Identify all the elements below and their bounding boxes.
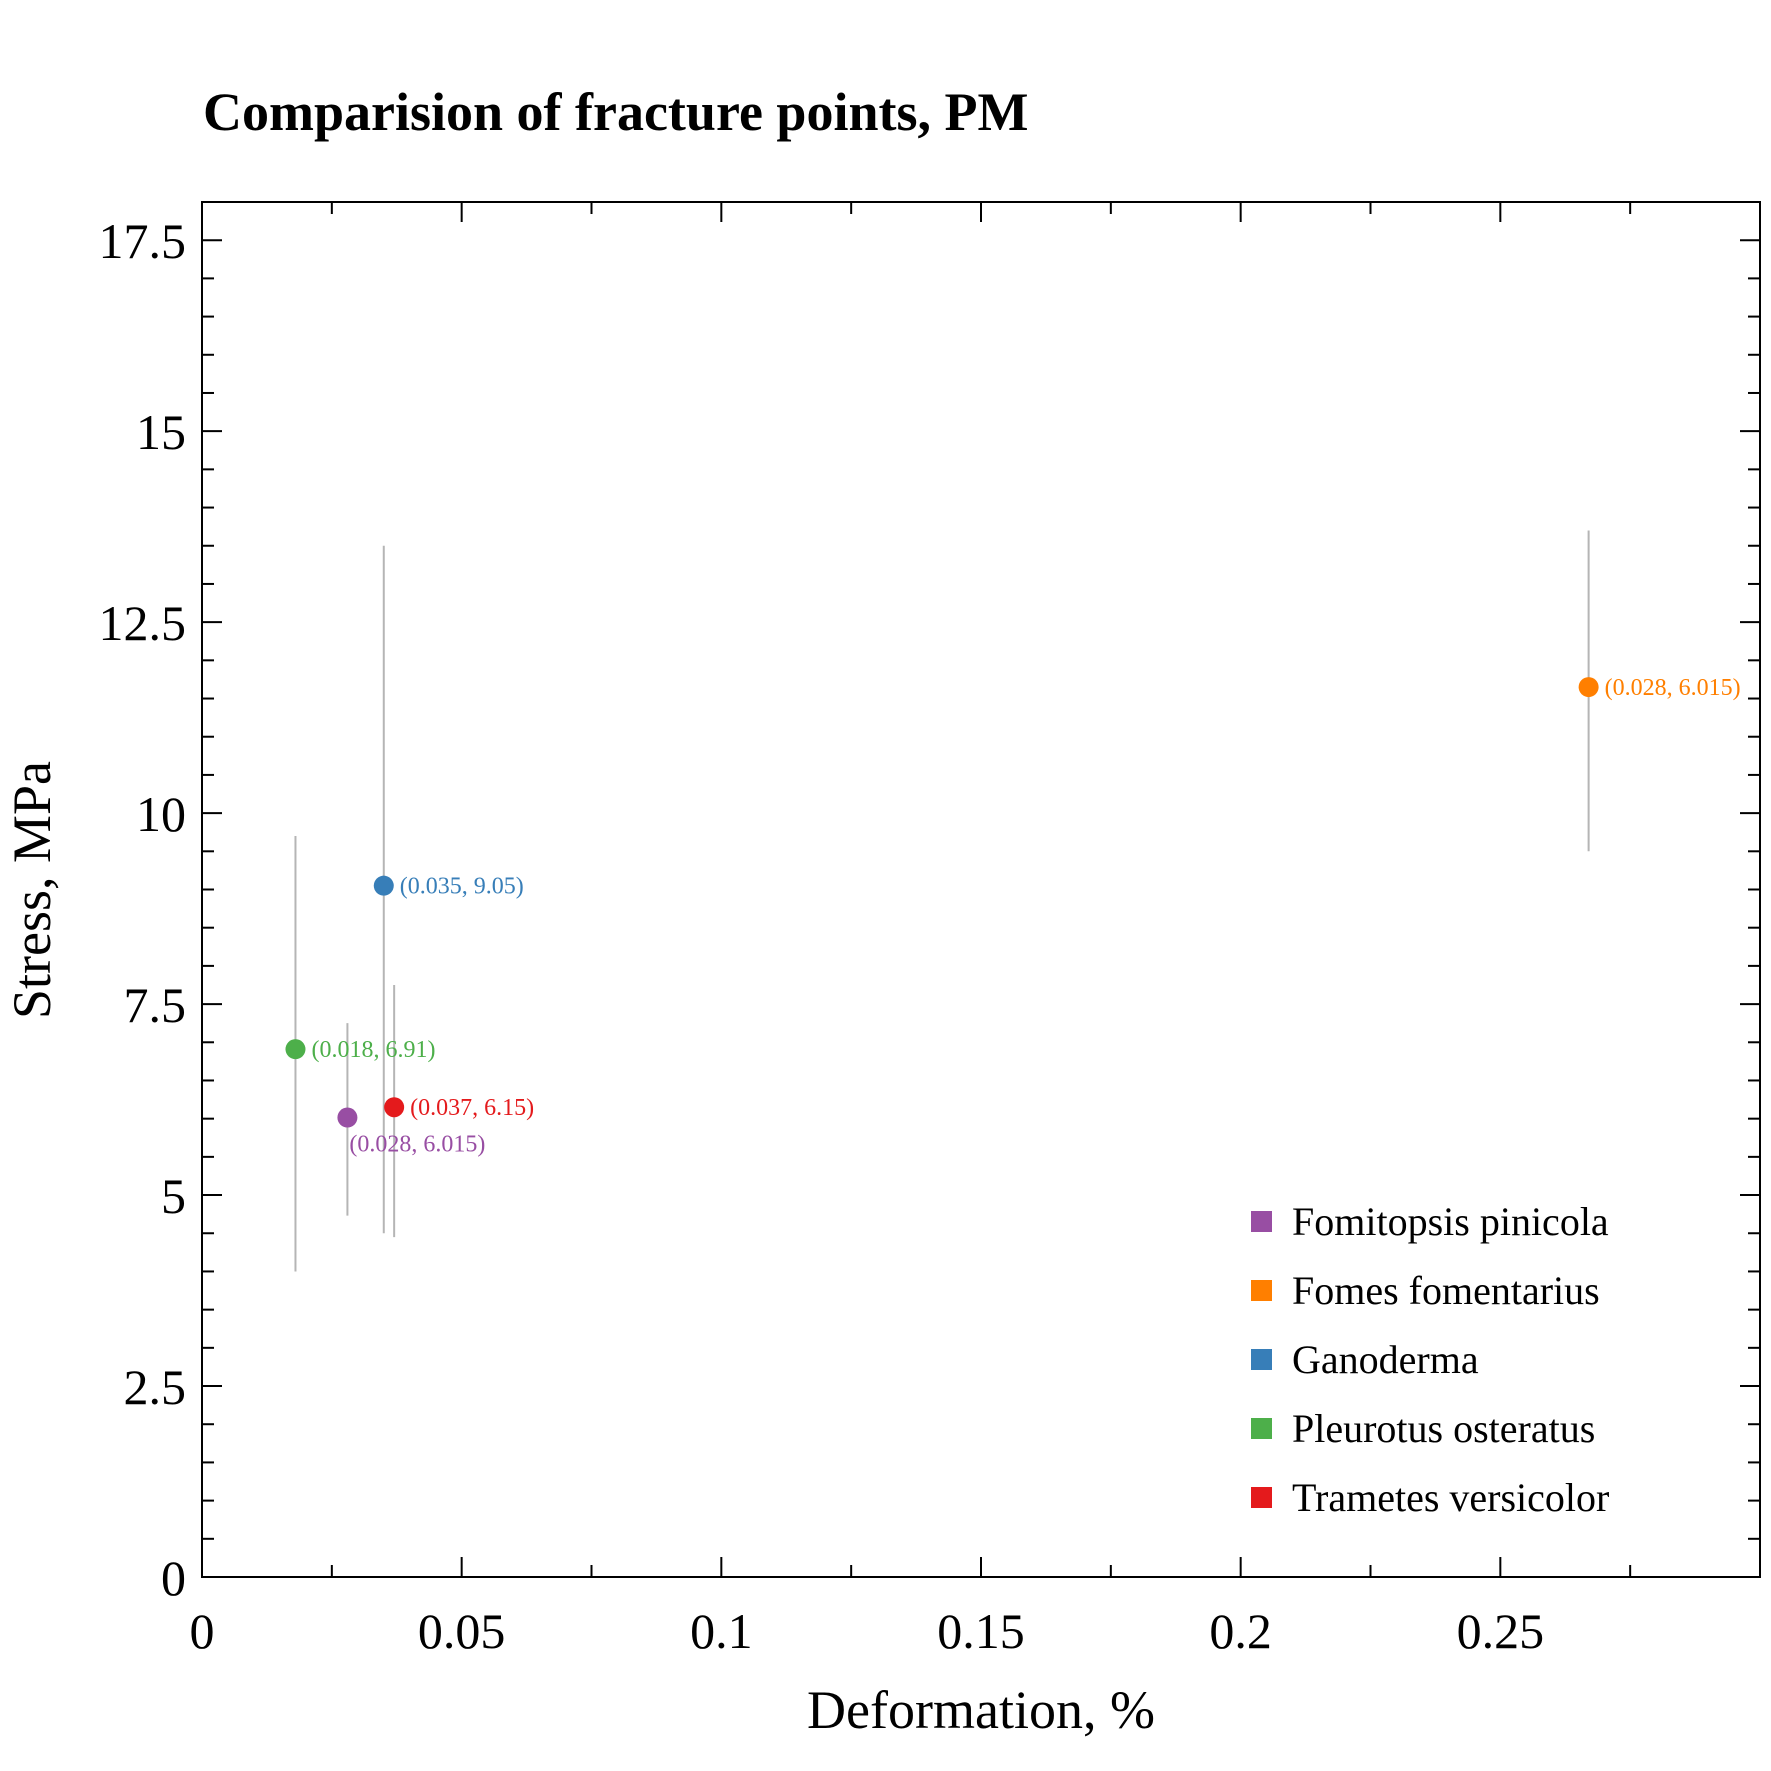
- y-axis: 0 2.5 5 7.5 10 12.5 15 17.5: [99, 201, 1760, 1606]
- legend-swatch: [1251, 1349, 1272, 1370]
- x-tick-label: 0.25: [1457, 1603, 1545, 1659]
- x-tick-label: 0.05: [418, 1603, 506, 1659]
- legend-swatch: [1251, 1280, 1272, 1301]
- x-tick-label: 0.1: [690, 1603, 753, 1659]
- legend-swatch: [1251, 1418, 1272, 1439]
- error-bars: [294, 530, 1590, 1272]
- legend: Fomitopsis pinicola Fomes fomentarius Gano…: [1251, 1199, 1609, 1520]
- data-label: (0.037, 6.15): [410, 1095, 534, 1121]
- y-tick-label: 7.5: [124, 977, 187, 1033]
- y-tick-label: 17.5: [99, 213, 187, 269]
- y-tick-label: 2.5: [124, 1359, 187, 1415]
- data-point: [337, 1107, 358, 1128]
- data-points: [285, 677, 1599, 1128]
- y-axis-label: Stress, MPa: [2, 761, 62, 1019]
- chart-title: Comparision of fracture points, PM: [203, 82, 1028, 142]
- y-tick-label: 5: [161, 1168, 186, 1224]
- y-tick-label: 12.5: [99, 595, 187, 651]
- legend-entry: Trametes versicolor: [1292, 1475, 1609, 1520]
- y-tick-label: 10: [136, 786, 186, 842]
- data-point: [285, 1039, 306, 1060]
- y-tick-label: 0: [161, 1550, 186, 1606]
- legend-entry: Fomes fomentarius: [1292, 1268, 1600, 1313]
- x-tick-label: 0.15: [937, 1603, 1025, 1659]
- x-tick-label: 0.2: [1209, 1603, 1272, 1659]
- x-tick-label: 0: [190, 1603, 215, 1659]
- data-label: (0.028, 6.015): [1605, 675, 1741, 701]
- legend-swatch: [1251, 1211, 1272, 1232]
- data-label: (0.028, 6.015): [349, 1132, 485, 1158]
- y-tick-label: 15: [136, 404, 186, 460]
- legend-entry: Ganoderma: [1292, 1337, 1479, 1382]
- point-labels: (0.028, 6.015) (0.028, 6.015) (0.035, 9.05…: [311, 675, 1740, 1157]
- data-point: [1578, 677, 1599, 698]
- data-label: (0.018, 6.91): [311, 1037, 435, 1063]
- legend-entry: Fomitopsis pinicola: [1292, 1199, 1609, 1244]
- data-point: [373, 875, 394, 896]
- legend-entry: Pleurotus osteratus: [1292, 1406, 1595, 1451]
- data-label: (0.035, 9.05): [400, 874, 524, 900]
- x-axis: 0 0.05 0.1 0.15 0.2 0.25: [190, 202, 1761, 1659]
- legend-swatch: [1251, 1487, 1272, 1508]
- x-axis-label: Deformation, %: [807, 1680, 1155, 1740]
- data-point: [384, 1097, 405, 1118]
